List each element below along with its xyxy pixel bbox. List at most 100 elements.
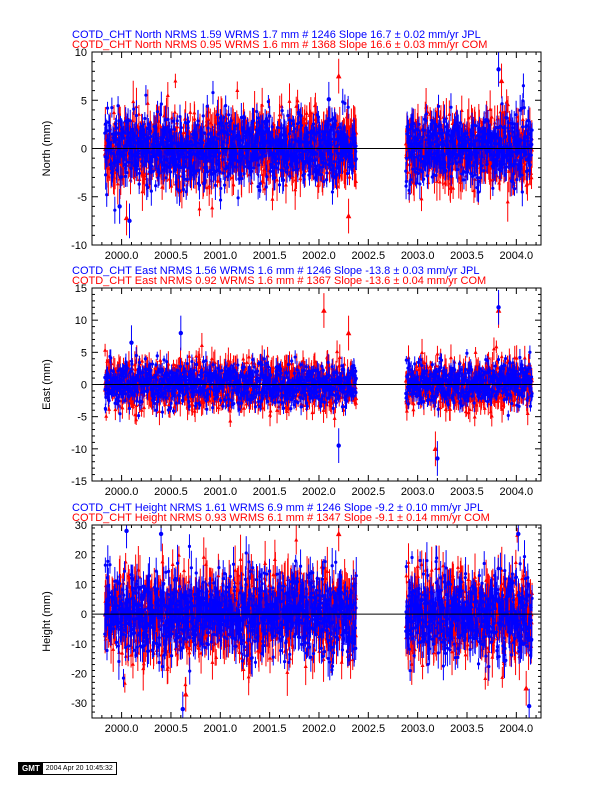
data-point — [340, 158, 345, 162]
data-point — [258, 182, 262, 186]
data-point — [436, 104, 441, 108]
data-point — [442, 117, 447, 121]
data-point — [351, 164, 355, 168]
data-point — [273, 176, 277, 180]
data-point — [489, 114, 494, 119]
chart-panel-1: COTD_CHT North NRMS 1.59 WRMS 1.7 mm # 1… — [41, 29, 542, 262]
data-point — [285, 165, 290, 170]
data-point — [228, 129, 233, 134]
data-point — [332, 159, 336, 164]
data-point — [155, 136, 159, 140]
data-point — [302, 116, 307, 121]
data-point — [274, 152, 279, 156]
data-point — [175, 119, 179, 123]
data-point — [416, 128, 420, 132]
data-point — [416, 171, 420, 176]
data-point — [408, 134, 413, 138]
data-point — [286, 114, 290, 118]
data-point — [330, 190, 335, 194]
data-point — [196, 119, 200, 123]
data-point — [135, 167, 139, 171]
data-point — [219, 186, 223, 191]
data-point — [164, 118, 168, 122]
data-point — [174, 163, 179, 167]
chart-title-line: COTD_CHT North NRMS 0.95 WRMS 1.6 mm # 1… — [72, 39, 487, 51]
data-point — [144, 93, 148, 97]
data-point — [242, 164, 246, 169]
data-point — [107, 129, 111, 133]
data-point — [183, 177, 187, 181]
data-point — [275, 125, 280, 130]
data-point — [217, 151, 222, 155]
data-point — [277, 112, 282, 117]
data-point — [292, 127, 296, 131]
data-point — [283, 182, 288, 187]
data-point — [124, 148, 129, 152]
data-point — [330, 163, 334, 167]
data-point — [345, 213, 352, 219]
data-point — [120, 175, 124, 179]
data-point — [298, 152, 302, 157]
data-point — [169, 128, 173, 132]
data-point — [306, 131, 310, 135]
data-point — [269, 151, 273, 155]
data-point — [208, 168, 212, 173]
data-point — [412, 155, 417, 160]
data-point — [256, 116, 260, 120]
data-point — [321, 156, 326, 160]
data-point — [197, 206, 202, 211]
data-point — [172, 127, 177, 132]
data-point — [142, 133, 147, 137]
data-point — [115, 181, 120, 186]
data-point — [166, 117, 170, 122]
data-point — [488, 177, 493, 182]
data-point — [404, 169, 408, 173]
data-point — [429, 152, 434, 156]
data-point — [170, 134, 174, 139]
data-point — [520, 117, 525, 122]
data-point — [202, 182, 206, 186]
data-point — [205, 170, 210, 174]
data-point — [422, 177, 426, 181]
data-point — [315, 183, 320, 188]
data-point — [168, 170, 173, 174]
data-point — [255, 109, 259, 114]
data-point — [250, 169, 254, 173]
data-point — [116, 131, 120, 136]
data-point — [424, 112, 428, 116]
data-point — [405, 169, 410, 174]
data-point — [185, 155, 189, 159]
data-point — [256, 185, 260, 189]
data-point — [239, 115, 243, 120]
data-point — [285, 170, 289, 174]
data-point — [311, 158, 315, 163]
data-point — [308, 164, 312, 169]
data-point — [262, 150, 266, 154]
data-point — [333, 123, 337, 127]
data-point — [322, 179, 326, 184]
data-point — [416, 158, 421, 162]
data-point — [268, 114, 272, 118]
data-point — [451, 185, 456, 190]
data-point — [343, 101, 347, 105]
data-point — [408, 182, 412, 186]
data-point — [229, 119, 233, 123]
data-point — [171, 119, 175, 123]
data-point — [181, 171, 185, 176]
data-point — [334, 119, 338, 123]
data-point — [434, 179, 439, 183]
data-point — [224, 103, 228, 108]
data-point — [221, 158, 225, 162]
data-point — [205, 185, 210, 190]
data-point — [354, 144, 358, 148]
data-point — [404, 179, 408, 184]
data-point — [506, 102, 511, 107]
data-point — [154, 184, 158, 188]
data-point — [347, 174, 352, 179]
data-point — [206, 132, 210, 137]
data-point — [147, 136, 151, 140]
data-point — [181, 130, 186, 135]
data-point — [345, 135, 349, 139]
data-point — [245, 160, 249, 164]
data-point — [411, 167, 415, 171]
